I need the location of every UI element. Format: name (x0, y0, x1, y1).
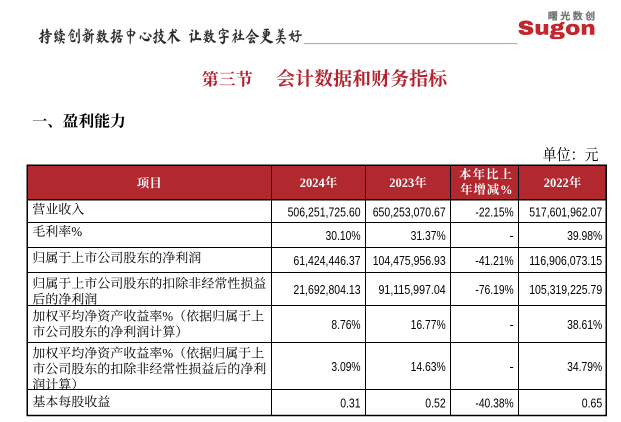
svg-text:116,906,073.15: 116,906,073.15 (529, 254, 602, 268)
svg-text:39.98%: 39.98% (567, 229, 602, 243)
svg-text:14.63%: 14.63% (411, 360, 446, 374)
svg-text:650,253,070.67: 650,253,070.67 (373, 205, 446, 219)
svg-text:-40.38%: -40.38% (475, 397, 513, 411)
svg-text:-: - (509, 318, 513, 332)
svg-text:61,424,446.37: 61,424,446.37 (293, 254, 360, 268)
svg-text:0.65: 0.65 (582, 397, 602, 411)
svg-text:105,319,225.79: 105,319,225.79 (529, 283, 602, 297)
svg-text:506,251,725.60: 506,251,725.60 (288, 205, 361, 219)
svg-text:3.09%: 3.09% (331, 360, 360, 374)
svg-text:91,115,997.04: 91,115,997.04 (379, 283, 446, 297)
svg-text:-: - (509, 229, 513, 243)
svg-text:21,692,804.13: 21,692,804.13 (293, 283, 360, 297)
svg-text:-76.19%: -76.19% (475, 283, 513, 297)
svg-text:8.76%: 8.76% (331, 318, 360, 332)
svg-text:31.37%: 31.37% (411, 229, 446, 243)
svg-text:16.77%: 16.77% (411, 318, 446, 332)
svg-text:-41.21%: -41.21% (475, 254, 513, 268)
svg-text:-: - (509, 360, 513, 374)
svg-text:38.61%: 38.61% (567, 318, 602, 332)
svg-text:2023: 2023 (389, 176, 414, 190)
svg-text:517,601,962.07: 517,601,962.07 (529, 205, 602, 219)
svg-text:30.10%: 30.10% (326, 229, 361, 243)
svg-text:2022: 2022 (544, 176, 569, 190)
svg-text:34.79%: 34.79% (567, 360, 602, 374)
svg-text:104,475,956.93: 104,475,956.93 (373, 254, 446, 268)
svg-text:0.31: 0.31 (340, 397, 360, 411)
svg-text:2024: 2024 (300, 176, 326, 190)
svg-text:0.52: 0.52 (425, 397, 445, 411)
svg-text:-22.15%: -22.15% (475, 205, 513, 219)
